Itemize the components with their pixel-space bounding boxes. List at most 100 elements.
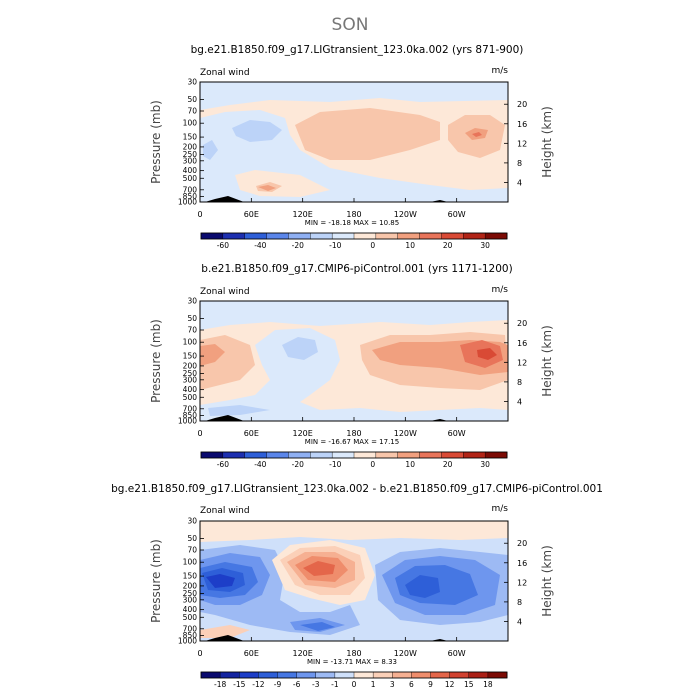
height-tick-label: 4 [517,397,522,406]
pressure-tick-label: 400 [183,605,198,614]
colorbar-label: 9 [428,680,433,689]
height-tick-label: 4 [517,178,522,187]
colorbar-label: -10 [329,241,341,250]
colorbar-swatch [353,232,377,240]
colorbar-label: -60 [217,241,229,250]
longitude-tick-label: 180 [346,210,361,219]
units-label: m/s [492,66,509,76]
topography [205,415,448,421]
longitude-axis: 0 60E 120E 180 120W 60W [197,417,466,438]
colorbar-label: 0 [370,460,375,469]
colorbar: -60 -40 -20 -10 0 10 20 30 [200,232,508,250]
colorbar-swatch [266,451,289,459]
colorbar-label: 0 [370,241,375,250]
colorbar-swatch [310,232,333,240]
pressure-tick-label: 400 [183,385,198,394]
contour-neg-12-9 [405,575,440,598]
pressure-tick-label: 50 [187,314,197,323]
topography [205,635,448,641]
contour-pos-10-20 [200,344,225,366]
colorbar-swatch [392,671,412,679]
longitude-tick-label: 60W [448,210,466,219]
contour-neg-1-0 [200,521,508,542]
longitude-tick-label: 180 [346,649,361,658]
variable-label: Zonal wind [200,287,250,297]
contour-pos-10-20 [258,185,276,191]
contour-field [200,82,508,202]
colorbar: -60 -40 -20 -10 0 10 20 30 [200,451,508,469]
colorbar-label: 0 [352,680,357,689]
panel-title: bg.e21.B1850.f09_g17.LIGtransient_123.0k… [111,483,603,495]
colorbar-swatch [296,671,317,679]
panel-lig-transient: bg.e21.B1850.f09_g17.LIGtransient_123.0k… [149,44,554,250]
colorbar-swatch [397,451,421,459]
colorbar-swatch [200,451,224,459]
colorbar-swatch [397,232,421,240]
longitude-tick-label: 60W [448,429,466,438]
colorbar-swatch [200,671,221,679]
colorbar-label: -40 [254,460,266,469]
colorbar-swatch [277,671,298,679]
height-axis: 20 16 12 8 4 [504,319,527,406]
longitude-tick-label: 120E [293,429,313,438]
colorbar-frame [200,671,508,679]
height-axis-label: Height (km) [540,545,554,616]
longitude-tick-label: 120E [293,210,313,219]
pressure-tick-label: 250 [183,589,198,598]
longitude-tick-label: 0 [197,649,202,658]
pressure-axis-label: Pressure (mb) [149,539,163,623]
colorbar-label: 30 [480,241,490,250]
colorbar-swatch [441,232,464,240]
colorbar-label: 15 [464,680,474,689]
contour-pos-0-10 [295,108,440,160]
colorbar-swatch [266,232,289,240]
contour-neg-15-12 [206,574,235,588]
longitude-tick-label: 120W [394,429,417,438]
pressure-tick-label: 70 [187,106,197,115]
colorbar-swatch [315,671,336,679]
pressure-tick-label: 100 [183,119,198,128]
longitude-tick-label: 60E [244,649,259,658]
colorbar-label: -40 [254,241,266,250]
pressure-tick-label: 200 [183,581,198,590]
colorbar-label: -3 [312,680,320,689]
panel-title: b.e21.B1850.f09_g17.CMIP6-piControl.001 … [201,263,512,275]
colorbar-label: -15 [233,680,245,689]
height-tick-label: 20 [517,100,527,109]
panel-picontrol: b.e21.B1850.f09_g17.CMIP6-piControl.001 … [149,263,554,469]
colorbar-swatch [244,451,268,459]
pressure-tick-label: 400 [183,166,198,175]
height-axis: 20 16 12 8 4 [504,539,527,626]
pressure-tick-label: 150 [183,572,198,581]
longitude-tick-label: 0 [197,210,202,219]
contour-pos-1-3 [200,625,250,638]
contour-pos-9-12 [303,561,335,576]
contour-field [200,301,508,421]
pressure-tick-label: 70 [187,325,197,334]
height-tick-label: 12 [517,139,527,148]
pressure-tick-label: 30 [187,78,197,87]
pressure-tick-label: 700 [183,404,198,413]
colorbar-label: -9 [274,680,282,689]
height-tick-label: 8 [517,159,522,168]
pressure-tick-label: 500 [183,613,198,622]
colorbar-label: 30 [480,460,490,469]
height-tick-label: 16 [517,559,527,568]
colorbar-swatch [468,671,489,679]
contour-field [200,521,508,641]
pressure-tick-label: 250 [183,369,198,378]
height-tick-label: 16 [517,339,527,348]
pressure-tick-label: 150 [183,133,198,142]
pressure-tick-label: 50 [187,534,197,543]
pressure-tick-label: 850 [183,631,198,640]
figure-title: SON [332,15,369,35]
pressure-axis-label: Pressure (mb) [149,319,163,403]
pressure-tick-label: 500 [183,174,198,183]
pressure-tick-label: 850 [183,411,198,420]
height-tick-label: 12 [517,358,527,367]
longitude-tick-label: 120W [394,210,417,219]
colorbar-label: -18 [214,680,226,689]
